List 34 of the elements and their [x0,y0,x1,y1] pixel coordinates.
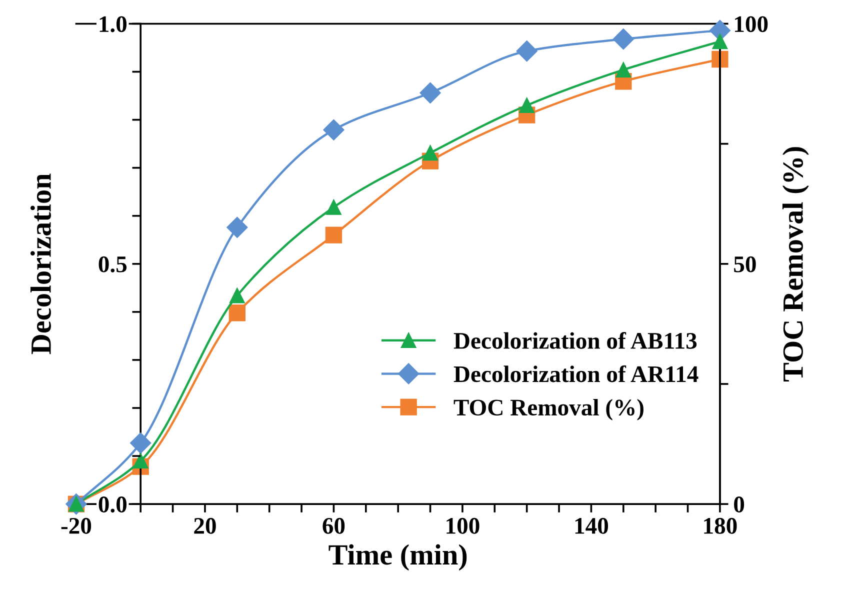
x-tick-label: 140 [575,518,608,534]
point [325,226,342,244]
point [326,200,342,215]
point [226,216,248,238]
x-tick-label: 20 [194,518,216,534]
point [323,119,344,140]
x-tick-label: 100 [446,518,480,534]
legend-label: Decolorization of AR114 [454,365,698,382]
point [132,453,148,468]
point [516,40,538,62]
y-tick-label: 0.5 [98,256,127,272]
point [130,432,152,454]
point [712,50,728,68]
y2-tick-label: 0 [734,496,744,512]
point [616,62,632,78]
x-tick-label: 180 [704,518,737,534]
point [519,98,534,114]
x-tick-label: -20 [61,518,92,534]
legend-label: TOC Removal (%) [454,398,644,420]
y-tick-label: 1.0 [100,16,127,32]
point [422,145,438,161]
x-axis-title: Time (min) [328,544,467,571]
y2-axis-title: TOC Removal (%) [782,147,809,382]
y2-tick-label: 100 [735,16,768,32]
point [230,288,245,304]
point [420,82,441,104]
point [712,34,728,50]
legend-label: Decolorization of AB113 [454,332,697,349]
y2-tick-label: 50 [734,256,756,272]
point [612,28,634,50]
y-axis-title: Decolorization [30,174,51,354]
y-tick-label: 0.0 [98,496,127,513]
x-tick-label: 60 [322,518,345,534]
point [228,304,246,322]
